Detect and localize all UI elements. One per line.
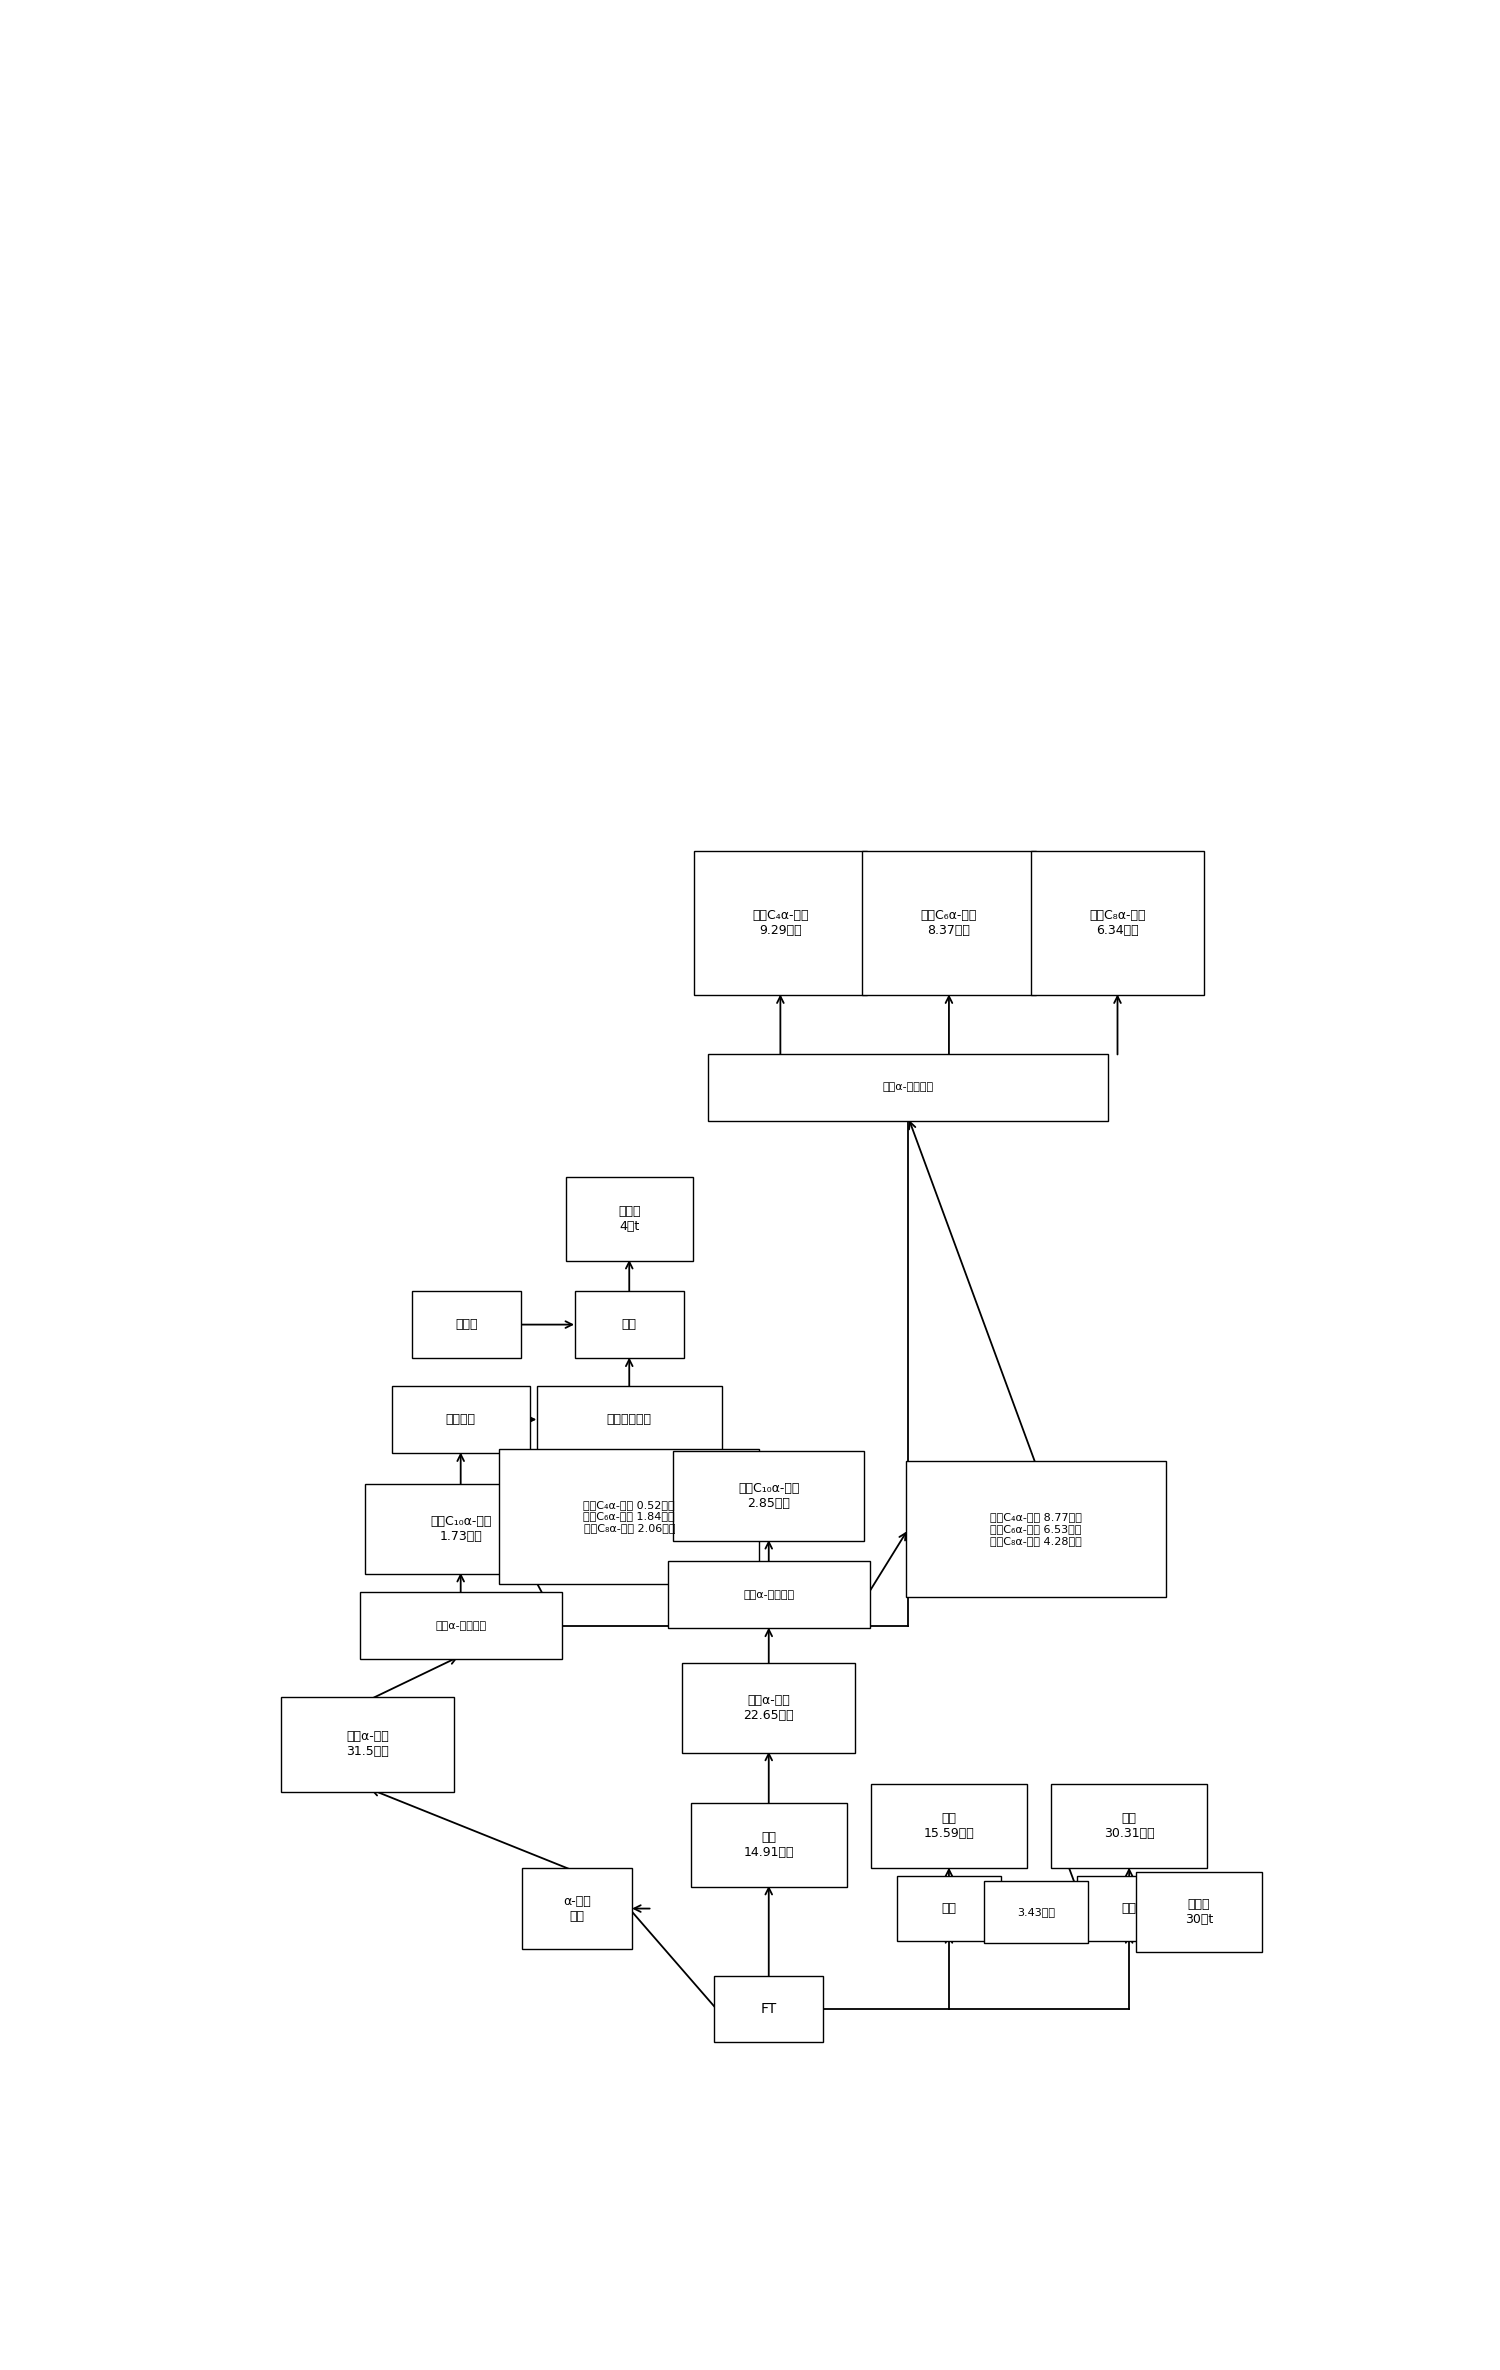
FancyBboxPatch shape bbox=[682, 1664, 855, 1751]
FancyBboxPatch shape bbox=[500, 1448, 759, 1583]
FancyBboxPatch shape bbox=[392, 1386, 530, 1453]
Text: 丁烯
15.59万吨: 丁烯 15.59万吨 bbox=[924, 1813, 975, 1841]
Text: 调合: 调合 bbox=[621, 1318, 636, 1332]
Text: 直链α-烯烃分离: 直链α-烯烃分离 bbox=[435, 1621, 486, 1631]
Text: 3.43万吨: 3.43万吨 bbox=[1017, 1908, 1054, 1917]
FancyBboxPatch shape bbox=[1030, 851, 1204, 995]
FancyBboxPatch shape bbox=[522, 1868, 632, 1948]
Text: 直链C₁₀α-烯烃
1.73万吨: 直链C₁₀α-烯烃 1.73万吨 bbox=[430, 1514, 492, 1543]
FancyBboxPatch shape bbox=[1052, 1785, 1208, 1868]
FancyBboxPatch shape bbox=[871, 1785, 1028, 1868]
FancyBboxPatch shape bbox=[694, 851, 867, 995]
Text: 加氢饱和: 加氢饱和 bbox=[446, 1413, 476, 1427]
Text: 润滑油
4万t: 润滑油 4万t bbox=[618, 1204, 640, 1232]
Text: 乙烯
14.91万吨: 乙烯 14.91万吨 bbox=[744, 1830, 794, 1858]
Text: 直链C₈α-烯烃
6.34万吨: 直链C₈α-烯烃 6.34万吨 bbox=[1089, 910, 1146, 936]
FancyBboxPatch shape bbox=[862, 851, 1035, 995]
FancyBboxPatch shape bbox=[708, 1055, 1108, 1121]
Text: 裂解: 裂解 bbox=[942, 1903, 957, 1915]
FancyBboxPatch shape bbox=[537, 1386, 722, 1453]
FancyBboxPatch shape bbox=[897, 1875, 1001, 1941]
FancyBboxPatch shape bbox=[984, 1882, 1088, 1943]
Text: 丙烯
30.31万吨: 丙烯 30.31万吨 bbox=[1104, 1813, 1155, 1841]
Text: FT: FT bbox=[760, 2003, 777, 2017]
Text: 直链α-烯烃
22.65万吨: 直链α-烯烃 22.65万吨 bbox=[744, 1695, 794, 1723]
Text: 直链α-烯烃分离: 直链α-烯烃分离 bbox=[742, 1590, 795, 1600]
Text: 直链C₄α-烯烃 8.77万吨
直链C₆α-烯烃 6.53万吨
直链C₈α-烯烃 4.28万吨: 直链C₄α-烯烃 8.77万吨 直链C₆α-烯烃 6.53万吨 直链C₈α-烯烃… bbox=[990, 1512, 1082, 1545]
FancyBboxPatch shape bbox=[280, 1697, 454, 1792]
FancyBboxPatch shape bbox=[574, 1292, 684, 1358]
Text: 直链α-烯烃分离: 直链α-烯烃分离 bbox=[882, 1083, 934, 1093]
Text: 聚丙烯
30万t: 聚丙烯 30万t bbox=[1185, 1898, 1214, 1927]
Text: α-烯烃
分离: α-烯烃 分离 bbox=[562, 1894, 591, 1922]
FancyBboxPatch shape bbox=[692, 1804, 846, 1887]
FancyBboxPatch shape bbox=[668, 1562, 870, 1628]
Text: 直链C₁₀α-烯烃
2.85万吨: 直链C₁₀α-烯烃 2.85万吨 bbox=[738, 1481, 800, 1510]
FancyBboxPatch shape bbox=[1077, 1875, 1180, 1941]
FancyBboxPatch shape bbox=[360, 1593, 562, 1659]
Text: 润滑油基础油: 润滑油基础油 bbox=[606, 1413, 651, 1427]
FancyBboxPatch shape bbox=[366, 1484, 556, 1574]
Text: 直链C₄α-烯烃 0.52万吨
直链C₆α-烯烃 1.84万吨
直链C₈α-烯烃 2.06万吨: 直链C₄α-烯烃 0.52万吨 直链C₆α-烯烃 1.84万吨 直链C₈α-烯烃… bbox=[584, 1500, 675, 1533]
Text: 裂解: 裂解 bbox=[1122, 1903, 1137, 1915]
FancyBboxPatch shape bbox=[413, 1292, 520, 1358]
Text: 直链C₄α-烯烃
9.29万吨: 直链C₄α-烯烃 9.29万吨 bbox=[752, 910, 808, 936]
FancyBboxPatch shape bbox=[906, 1462, 1167, 1597]
Text: 添加剂: 添加剂 bbox=[456, 1318, 477, 1332]
FancyBboxPatch shape bbox=[1136, 1872, 1262, 1953]
Text: 直链α-烯烃
31.5万吨: 直链α-烯烃 31.5万吨 bbox=[346, 1730, 388, 1759]
Text: 直链C₆α-烯烃
8.37万吨: 直链C₆α-烯烃 8.37万吨 bbox=[921, 910, 976, 936]
FancyBboxPatch shape bbox=[566, 1178, 693, 1261]
FancyBboxPatch shape bbox=[674, 1450, 864, 1541]
FancyBboxPatch shape bbox=[714, 1977, 824, 2043]
